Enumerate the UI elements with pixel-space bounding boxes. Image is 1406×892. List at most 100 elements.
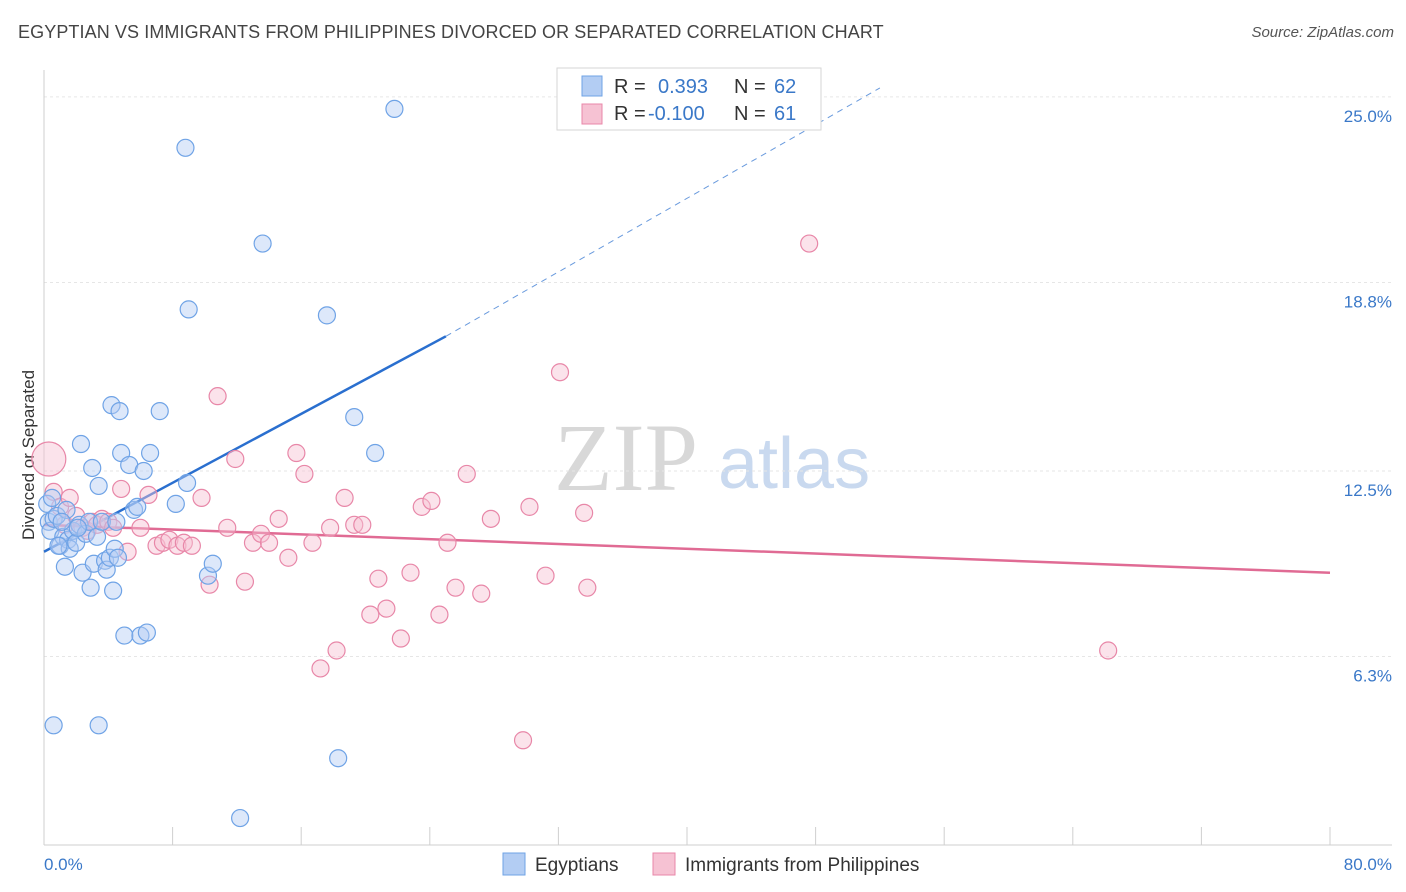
y-tick-label: 18.8%: [1344, 292, 1392, 311]
philippines-point: [800, 234, 819, 253]
egyptians-point: [97, 560, 116, 579]
egyptians-point: [49, 536, 68, 555]
philippines-point: [412, 497, 431, 516]
philippines-point: [60, 488, 79, 507]
egyptians-point: [176, 138, 195, 157]
egyptians-point: [110, 402, 129, 421]
y-tick-labels: 6.3% 12.5% 18.8% 25.0%: [1344, 107, 1392, 686]
philippines-point: [446, 578, 465, 597]
egyptians-point: [179, 300, 198, 319]
y-tick-label: 25.0%: [1344, 107, 1392, 126]
egyptians-point: [345, 408, 364, 427]
egyptians-point: [137, 623, 156, 642]
egyptians-point: [198, 566, 218, 585]
philippines-point: [235, 572, 255, 591]
egyptians-point: [177, 473, 197, 493]
y-tick-label: 12.5%: [1344, 481, 1392, 500]
philippines-point: [311, 659, 330, 678]
egyptians-point: [107, 512, 126, 531]
y-axis-label: Divorced or Separated: [19, 370, 38, 540]
egyptians-point: [92, 512, 111, 531]
philippines-point: [226, 449, 245, 469]
egyptians-point: [385, 99, 404, 118]
chart-title: EGYPTIAN VS IMMIGRANTS FROM PHILIPPINES …: [18, 22, 884, 42]
philippines-point: [520, 497, 539, 516]
legend-n-value-1: 62: [774, 76, 796, 98]
egyptians-point: [52, 512, 71, 531]
philippines-point: [287, 443, 306, 463]
philippines-point: [259, 533, 279, 552]
egyptians-point: [134, 461, 153, 481]
gridlines: [44, 96, 1392, 657]
legend-r-label-1: R =: [614, 76, 646, 98]
philippines-point: [1099, 641, 1118, 660]
philippines-point: [139, 485, 158, 505]
philippines-point: [377, 599, 396, 618]
philippines-point: [361, 605, 380, 624]
egyptians-point: [47, 506, 66, 525]
philippines-point: [550, 363, 570, 382]
legend-egyptians-label: Egyptians: [535, 855, 618, 876]
legend-swatch-pink: [581, 103, 603, 125]
legend-philippines-swatch: [652, 852, 676, 876]
egyptians-point: [203, 554, 222, 573]
philippines-point: [391, 629, 410, 648]
egyptians-point: [317, 306, 337, 325]
egyptians-point: [81, 578, 100, 597]
egyptians-point: [68, 518, 87, 537]
philippines-point: [279, 548, 298, 567]
philippines-point: [269, 509, 288, 528]
watermark-atlas: atlas: [718, 424, 870, 504]
watermark-zip: ZIP: [554, 404, 698, 511]
egyptians-point: [140, 443, 160, 463]
legend-r-label-2: R =: [614, 103, 646, 125]
philippines-point: [112, 479, 131, 499]
philippines-point: [31, 441, 67, 477]
series-philippines-points: [31, 234, 1118, 750]
philippines-point: [303, 533, 322, 552]
series-legend: Egyptians Immigrants from Philippines: [502, 852, 919, 876]
philippines-point: [472, 584, 491, 603]
egyptians-point: [108, 548, 128, 567]
egyptians-point: [89, 476, 108, 496]
legend-egyptians-swatch: [502, 852, 526, 876]
philippines-point: [335, 488, 354, 507]
egyptians-point: [329, 749, 348, 768]
legend-n-label-1: N =: [734, 76, 766, 98]
philippines-point: [438, 533, 457, 552]
egyptians-point: [124, 500, 144, 519]
philippines-point: [295, 464, 314, 484]
egyptians-point: [104, 581, 123, 600]
philippines-point: [401, 563, 420, 582]
egyptians-point: [150, 402, 169, 421]
x-ticks: [172, 827, 1331, 845]
egyptians-point: [38, 494, 57, 513]
philippines-point: [321, 518, 340, 537]
source-label: Source: ZipAtlas.com: [1251, 24, 1394, 41]
legend-n-label-2: N =: [734, 103, 766, 125]
philippines-point: [513, 731, 533, 750]
philippines-point: [481, 509, 500, 528]
y-tick-label: 6.3%: [1353, 666, 1392, 685]
axes: [43, 70, 1392, 846]
philippines-point: [536, 566, 555, 585]
egyptians-point: [71, 434, 91, 454]
egyptians-point: [57, 500, 76, 519]
philippines-point: [327, 641, 346, 660]
egyptians-point: [89, 716, 108, 735]
philippines-point: [353, 515, 372, 534]
philippines-point: [131, 518, 150, 537]
philippines-point: [369, 569, 388, 588]
legend-n-value-2: 61: [774, 103, 796, 125]
egyptians-point: [42, 488, 62, 507]
egyptians-point: [79, 512, 99, 531]
philippines-point: [200, 575, 219, 594]
x-tick-label-min: 0.0%: [44, 855, 83, 874]
philippines-point: [422, 491, 441, 510]
series-egyptians-points: [38, 99, 404, 828]
egyptians-point: [83, 458, 102, 478]
legend-r-value-1: 0.393: [658, 76, 708, 98]
philippines-point: [575, 503, 594, 522]
philippines-point: [430, 605, 449, 624]
